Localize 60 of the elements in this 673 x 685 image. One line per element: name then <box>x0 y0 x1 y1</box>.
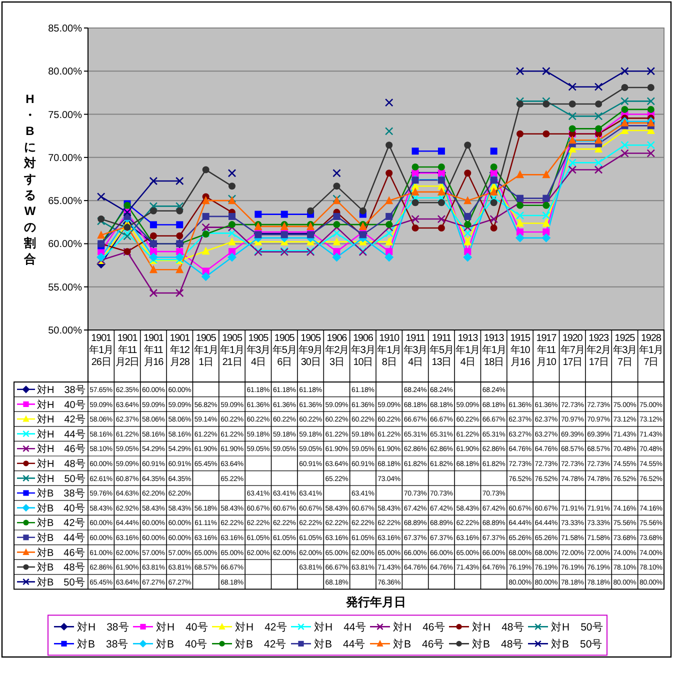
x-tick-label: 1911年5月13日 <box>428 333 454 369</box>
text: 対B 48号 <box>472 638 524 650</box>
text: 対H 46号 <box>393 621 446 634</box>
text: 対B 42号 <box>235 638 287 650</box>
text: 対H 42号 <box>235 621 288 634</box>
x-tick-label: 1920年7月17日 <box>559 333 586 369</box>
legend-label: 対B 50号 <box>37 576 85 588</box>
legend-label: 対H 50号 <box>37 472 86 485</box>
legend-label: 対H 44号 <box>37 428 86 440</box>
legend-label: 対H 38号 <box>37 384 86 396</box>
x-tick-label: 1911年3月4日 <box>402 333 428 369</box>
legend-label: 対B 38号 <box>37 488 85 500</box>
x-tick-label: 1915年10月16 <box>509 333 532 369</box>
legend-label: 対B 48号 <box>37 562 85 574</box>
y-tick-label: 75.00% <box>48 110 82 121</box>
y-tick-label: 60.00% <box>48 239 82 250</box>
text: 対H 38号 <box>77 621 130 634</box>
text: 対B 40号 <box>156 638 208 650</box>
x-tick-label: 1905年1月1日 <box>192 333 219 369</box>
legend-label: 対H 40号 <box>37 398 86 411</box>
legend-label: 対B 42号 <box>37 517 85 530</box>
x-tick-label: 1901年12月28 <box>168 333 191 369</box>
legend-label: 対H 46号 <box>37 443 86 456</box>
y-tick-label: 55.00% <box>48 282 82 294</box>
x-tick-label: 1905年5月6日 <box>271 333 298 369</box>
text: 対H 48号 <box>472 621 524 634</box>
x-tick-label: 1905年9月30日 <box>298 333 324 369</box>
x-tick-label: 1913年1月4日 <box>454 333 480 369</box>
y-tick-label: 70.00% <box>48 152 82 164</box>
x-tick-label: 1917年11月10 <box>535 333 558 369</box>
text: 対H 40号 <box>156 621 208 634</box>
x-tick-label: 1901年1月26日 <box>88 333 114 369</box>
y-tick-label: 50.00% <box>48 326 82 336</box>
text: 対B 46号 <box>393 638 445 650</box>
text: 対B 38号 <box>77 638 129 650</box>
legend-label: 対B 40号 <box>37 502 85 514</box>
x-tick-label: 1910年1月8日 <box>376 333 402 369</box>
y-tick-label: 80.00% <box>48 66 82 78</box>
x-tick-label: 1906年3月10日 <box>350 333 376 369</box>
x-tick-label: 1925年3月7日 <box>612 333 638 369</box>
text: 対B 50号 <box>551 638 603 650</box>
x-tick-label: 1928年1月7日 <box>638 333 664 369</box>
legend-label: 対H 42号 <box>37 414 86 426</box>
text: 対H 44号 <box>314 621 366 634</box>
x-tick-label: 1905年3月4日 <box>245 333 272 369</box>
x-tick-label: 1901年11月16 <box>142 333 164 369</box>
legend-label: 対B 46号 <box>37 546 85 559</box>
text: 発行年月日 <box>345 595 406 610</box>
x-tick-label: 1901年11月2日 <box>114 333 140 369</box>
text: 対B 44号 <box>314 638 366 650</box>
text: H・Bに対するWの割合 <box>24 92 36 266</box>
x-tick-label: 1906年2月3日 <box>324 333 350 369</box>
text: 対H 50号 <box>551 621 604 634</box>
x-tick-label: 1905年1月21日 <box>219 333 245 369</box>
x-tick-label: 1923年2月17日 <box>586 333 612 369</box>
y-tick-label: 65.00% <box>48 196 82 208</box>
legend-label: 対B 44号 <box>37 532 85 544</box>
legend-label: 対H 48号 <box>37 458 86 470</box>
x-tick-label: 1913年1月18日 <box>480 333 507 369</box>
y-tick-label: 85.00% <box>48 24 82 34</box>
